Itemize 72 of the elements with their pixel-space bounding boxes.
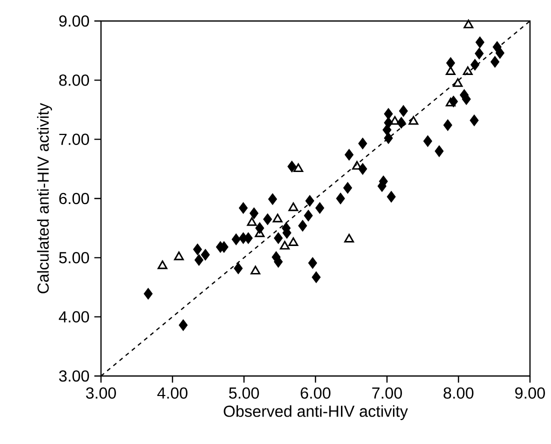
point	[288, 202, 298, 212]
point	[308, 257, 317, 269]
point	[443, 120, 452, 131]
point	[384, 108, 393, 120]
point	[464, 20, 474, 28]
point	[232, 234, 240, 245]
x-tick-label: 5.00	[229, 387, 259, 399]
point	[305, 195, 314, 206]
x-tick-label: 4.00	[157, 387, 188, 399]
point	[462, 66, 473, 76]
point	[298, 220, 307, 232]
point	[476, 36, 484, 48]
point	[470, 114, 479, 126]
y-tick-label: 4.00	[58, 311, 89, 322]
point	[452, 78, 463, 87]
point	[382, 124, 392, 136]
point	[352, 161, 362, 170]
x-axis-title: Observed anti-HIV activity	[224, 405, 408, 420]
point	[446, 57, 455, 69]
point	[446, 66, 456, 76]
point	[201, 249, 210, 260]
point	[390, 116, 400, 125]
point	[312, 272, 321, 283]
point	[288, 161, 296, 172]
point	[272, 214, 282, 222]
point	[490, 56, 500, 68]
point	[234, 262, 243, 274]
point	[263, 214, 272, 225]
x-tick-label: 7.00	[372, 387, 402, 399]
point	[238, 202, 248, 214]
point	[178, 320, 188, 331]
y-tick-label: 8.00	[59, 74, 89, 86]
point	[144, 288, 153, 300]
point	[315, 202, 324, 214]
y-tick-label: 9.00	[59, 15, 89, 27]
y-axis-title: Calculated anti-HIV activity	[37, 102, 52, 294]
point	[496, 47, 504, 58]
point	[246, 217, 257, 226]
y-tick-label: 7.00	[59, 134, 89, 145]
point	[280, 240, 290, 250]
point	[344, 234, 354, 242]
point	[268, 194, 277, 205]
point	[446, 98, 456, 106]
point	[336, 192, 345, 204]
point	[358, 138, 368, 150]
point	[274, 232, 283, 244]
x-tick-label: 9.00	[515, 387, 545, 399]
x-tick-label: 3.00	[86, 387, 116, 399]
point	[193, 244, 202, 255]
point	[250, 266, 260, 274]
y-tick-label: 5.00	[59, 252, 89, 264]
x-tick-label: 6.00	[300, 387, 330, 399]
point	[470, 59, 480, 70]
point	[384, 132, 393, 144]
x-tick-label: 8.00	[444, 387, 474, 399]
point	[474, 48, 484, 60]
point	[288, 237, 298, 246]
y-tick-label: 6.00	[59, 192, 89, 204]
point	[194, 254, 204, 266]
y-tick-label: 3.00	[59, 370, 89, 382]
point	[158, 260, 168, 270]
point	[344, 149, 354, 160]
point	[304, 210, 313, 222]
point	[399, 105, 408, 116]
point	[250, 208, 258, 219]
point	[343, 182, 352, 194]
point	[408, 116, 418, 125]
point	[293, 163, 304, 172]
point	[423, 136, 432, 147]
point	[386, 191, 396, 202]
point	[174, 252, 184, 260]
point	[434, 146, 444, 157]
